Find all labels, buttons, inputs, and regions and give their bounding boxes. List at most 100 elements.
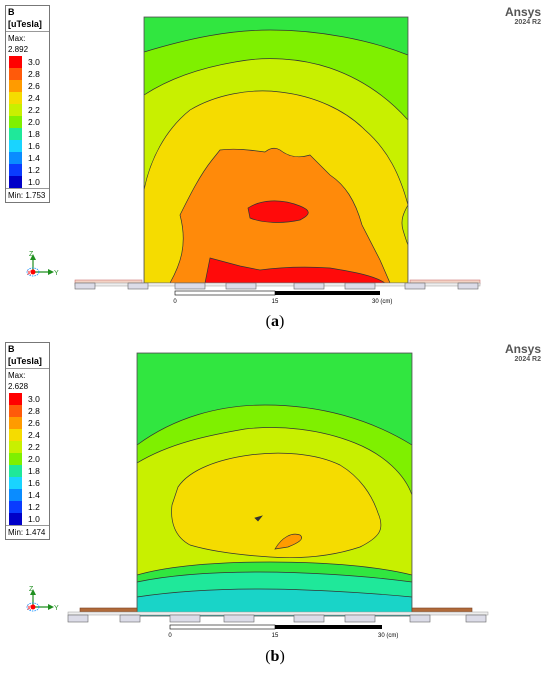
legend-swatch — [9, 501, 22, 513]
legend-tick-label: 3.0 — [28, 57, 40, 67]
y-axis-label: Y — [54, 270, 59, 277]
legend-tick-label: 2.8 — [28, 69, 40, 79]
legend-title: B — [8, 7, 15, 17]
legend-tick-label: 2.8 — [28, 406, 40, 416]
legend-entry: 1.6 — [6, 477, 49, 489]
legend-tick-label: 2.4 — [28, 430, 40, 440]
legend-max: Max: 2.628 — [6, 368, 49, 393]
axis-triad: Z X Y — [26, 251, 59, 277]
ansys-logo: Ansys 2024 R2 — [505, 343, 541, 364]
legend-swatch — [9, 164, 22, 176]
legend-tick-label: 1.8 — [28, 466, 40, 476]
coil-base — [74, 279, 481, 290]
figure-panel-b: B [uTesla] Max: 2.628 3.0 2.8 2.6 2.4 2.2 2.0… — [0, 337, 550, 673]
legend-swatch — [9, 152, 22, 164]
legend-entry: 1.8 — [6, 465, 49, 477]
legend-entry: 1.8 — [6, 128, 49, 140]
legend-swatch — [9, 56, 22, 68]
contour-band — [401, 204, 408, 246]
legend-swatch — [9, 116, 22, 128]
scale-tick-label: 30 (cm) — [372, 299, 392, 305]
scale-bar: 0 15 30 (cm) — [173, 290, 392, 305]
x-axis-label: X — [27, 606, 31, 612]
x-axis-label: X — [27, 271, 31, 277]
figure-panel-a: B [uTesla] Max: 2.892 3.0 2.8 2.6 2.4 2.2 2.0… — [5, 5, 541, 330]
legend-tick-label: 2.4 — [28, 93, 40, 103]
legend-swatch — [9, 68, 22, 80]
legend-tick-label: 1.6 — [28, 478, 40, 488]
legend-tick-label: 1.2 — [28, 165, 40, 175]
contour-plot: 0 15 30 (cm) Z X Y — [26, 352, 489, 639]
y-axis-label: Y — [54, 605, 59, 612]
legend-entry: 1.0 — [6, 176, 49, 188]
legend-entry: 2.0 — [6, 116, 49, 128]
legend-tick-label: 2.6 — [28, 81, 40, 91]
legend-swatch — [9, 513, 22, 525]
z-axis-label: Z — [29, 251, 34, 258]
contour-band — [274, 533, 302, 550]
contour-band — [247, 200, 309, 223]
legend-entry: 2.8 — [6, 68, 49, 80]
brand-name: Ansys — [504, 5, 541, 19]
legend-tick-label: 1.8 — [28, 129, 40, 139]
coil-base — [67, 607, 489, 623]
legend-entry: 1.4 — [6, 489, 49, 501]
legend-scale: 3.0 2.8 2.6 2.4 2.2 2.0 1.8 1.6 1.4 1.2 1.0 — [6, 56, 49, 188]
legend-entry: 2.4 — [6, 429, 49, 441]
legend-swatch — [9, 140, 22, 152]
legend-swatch — [9, 104, 22, 116]
contour-band — [254, 515, 263, 522]
legend-tick-label: 1.0 — [28, 177, 40, 187]
legend-entry: 1.6 — [6, 140, 49, 152]
legend-swatch — [9, 128, 22, 140]
figure-caption-b: (b) — [265, 648, 285, 665]
figure-caption-a: (a) — [265, 313, 285, 330]
legend-max: Max: 2.892 — [6, 31, 49, 56]
legend-swatch — [9, 429, 22, 441]
legend-tick-label: 1.4 — [28, 490, 40, 500]
legend-entry: 3.0 — [6, 393, 49, 405]
legend-tick-label: 1.4 — [28, 153, 40, 163]
legend-entry: 2.2 — [6, 104, 49, 116]
scale-tick-label: 0 — [173, 299, 177, 305]
legend-entry: 2.2 — [6, 441, 49, 453]
brand-version: 2024 R2 — [514, 19, 541, 26]
legend-min: Min: 1.474 — [6, 525, 49, 539]
legend-entry: 2.4 — [6, 92, 49, 104]
plot-frame — [136, 352, 413, 617]
caption-letter: a — [271, 313, 279, 330]
legend-tick-label: 1.2 — [28, 502, 40, 512]
legend-entry: 1.2 — [6, 501, 49, 513]
scale-tick-label: 30 (cm) — [378, 633, 398, 639]
legend-unit: [uTesla] — [8, 19, 42, 29]
legend-tick-label: 1.0 — [28, 514, 40, 524]
legend-swatch — [9, 405, 22, 417]
legend-tick-label: 1.6 — [28, 141, 40, 151]
contour-plot: 0 15 30 (cm) Z X Y — [26, 16, 481, 305]
scale-bar: 0 15 30 (cm) — [168, 624, 398, 639]
legend-entry: 1.2 — [6, 164, 49, 176]
contour-band — [171, 452, 382, 559]
color-legend: B [uTesla] Max: 2.628 3.0 2.8 2.6 2.4 2.2 2.0… — [5, 342, 50, 540]
contour-band — [204, 257, 386, 283]
legend-entry: 3.0 — [6, 56, 49, 68]
legend-tick-label: 2.2 — [28, 105, 40, 115]
legend-entry: 2.6 — [6, 80, 49, 92]
axis-triad: Z X Y — [26, 586, 59, 612]
legend-tick-label: 3.0 — [28, 394, 40, 404]
legend-min: Min: 1.753 — [6, 188, 49, 202]
legend-swatch — [9, 417, 22, 429]
legend-scale: 3.0 2.8 2.6 2.4 2.2 2.0 1.8 1.6 1.4 1.2 1.0 — [6, 393, 49, 525]
legend-tick-label: 2.0 — [28, 454, 40, 464]
scale-tick-label: 15 — [272, 299, 279, 305]
ansys-logo: Ansys 2024 R2 — [505, 6, 541, 27]
legend-swatch — [9, 477, 22, 489]
scale-tick-label: 15 — [272, 633, 279, 639]
legend-swatch — [9, 393, 22, 405]
caption-letter: b — [270, 648, 280, 665]
legend-entry: 2.0 — [6, 453, 49, 465]
color-legend: B [uTesla] Max: 2.892 3.0 2.8 2.6 2.4 2.2 2.0… — [5, 5, 50, 203]
legend-swatch — [9, 80, 22, 92]
legend-entry: 1.4 — [6, 152, 49, 164]
z-axis-label: Z — [29, 586, 34, 593]
